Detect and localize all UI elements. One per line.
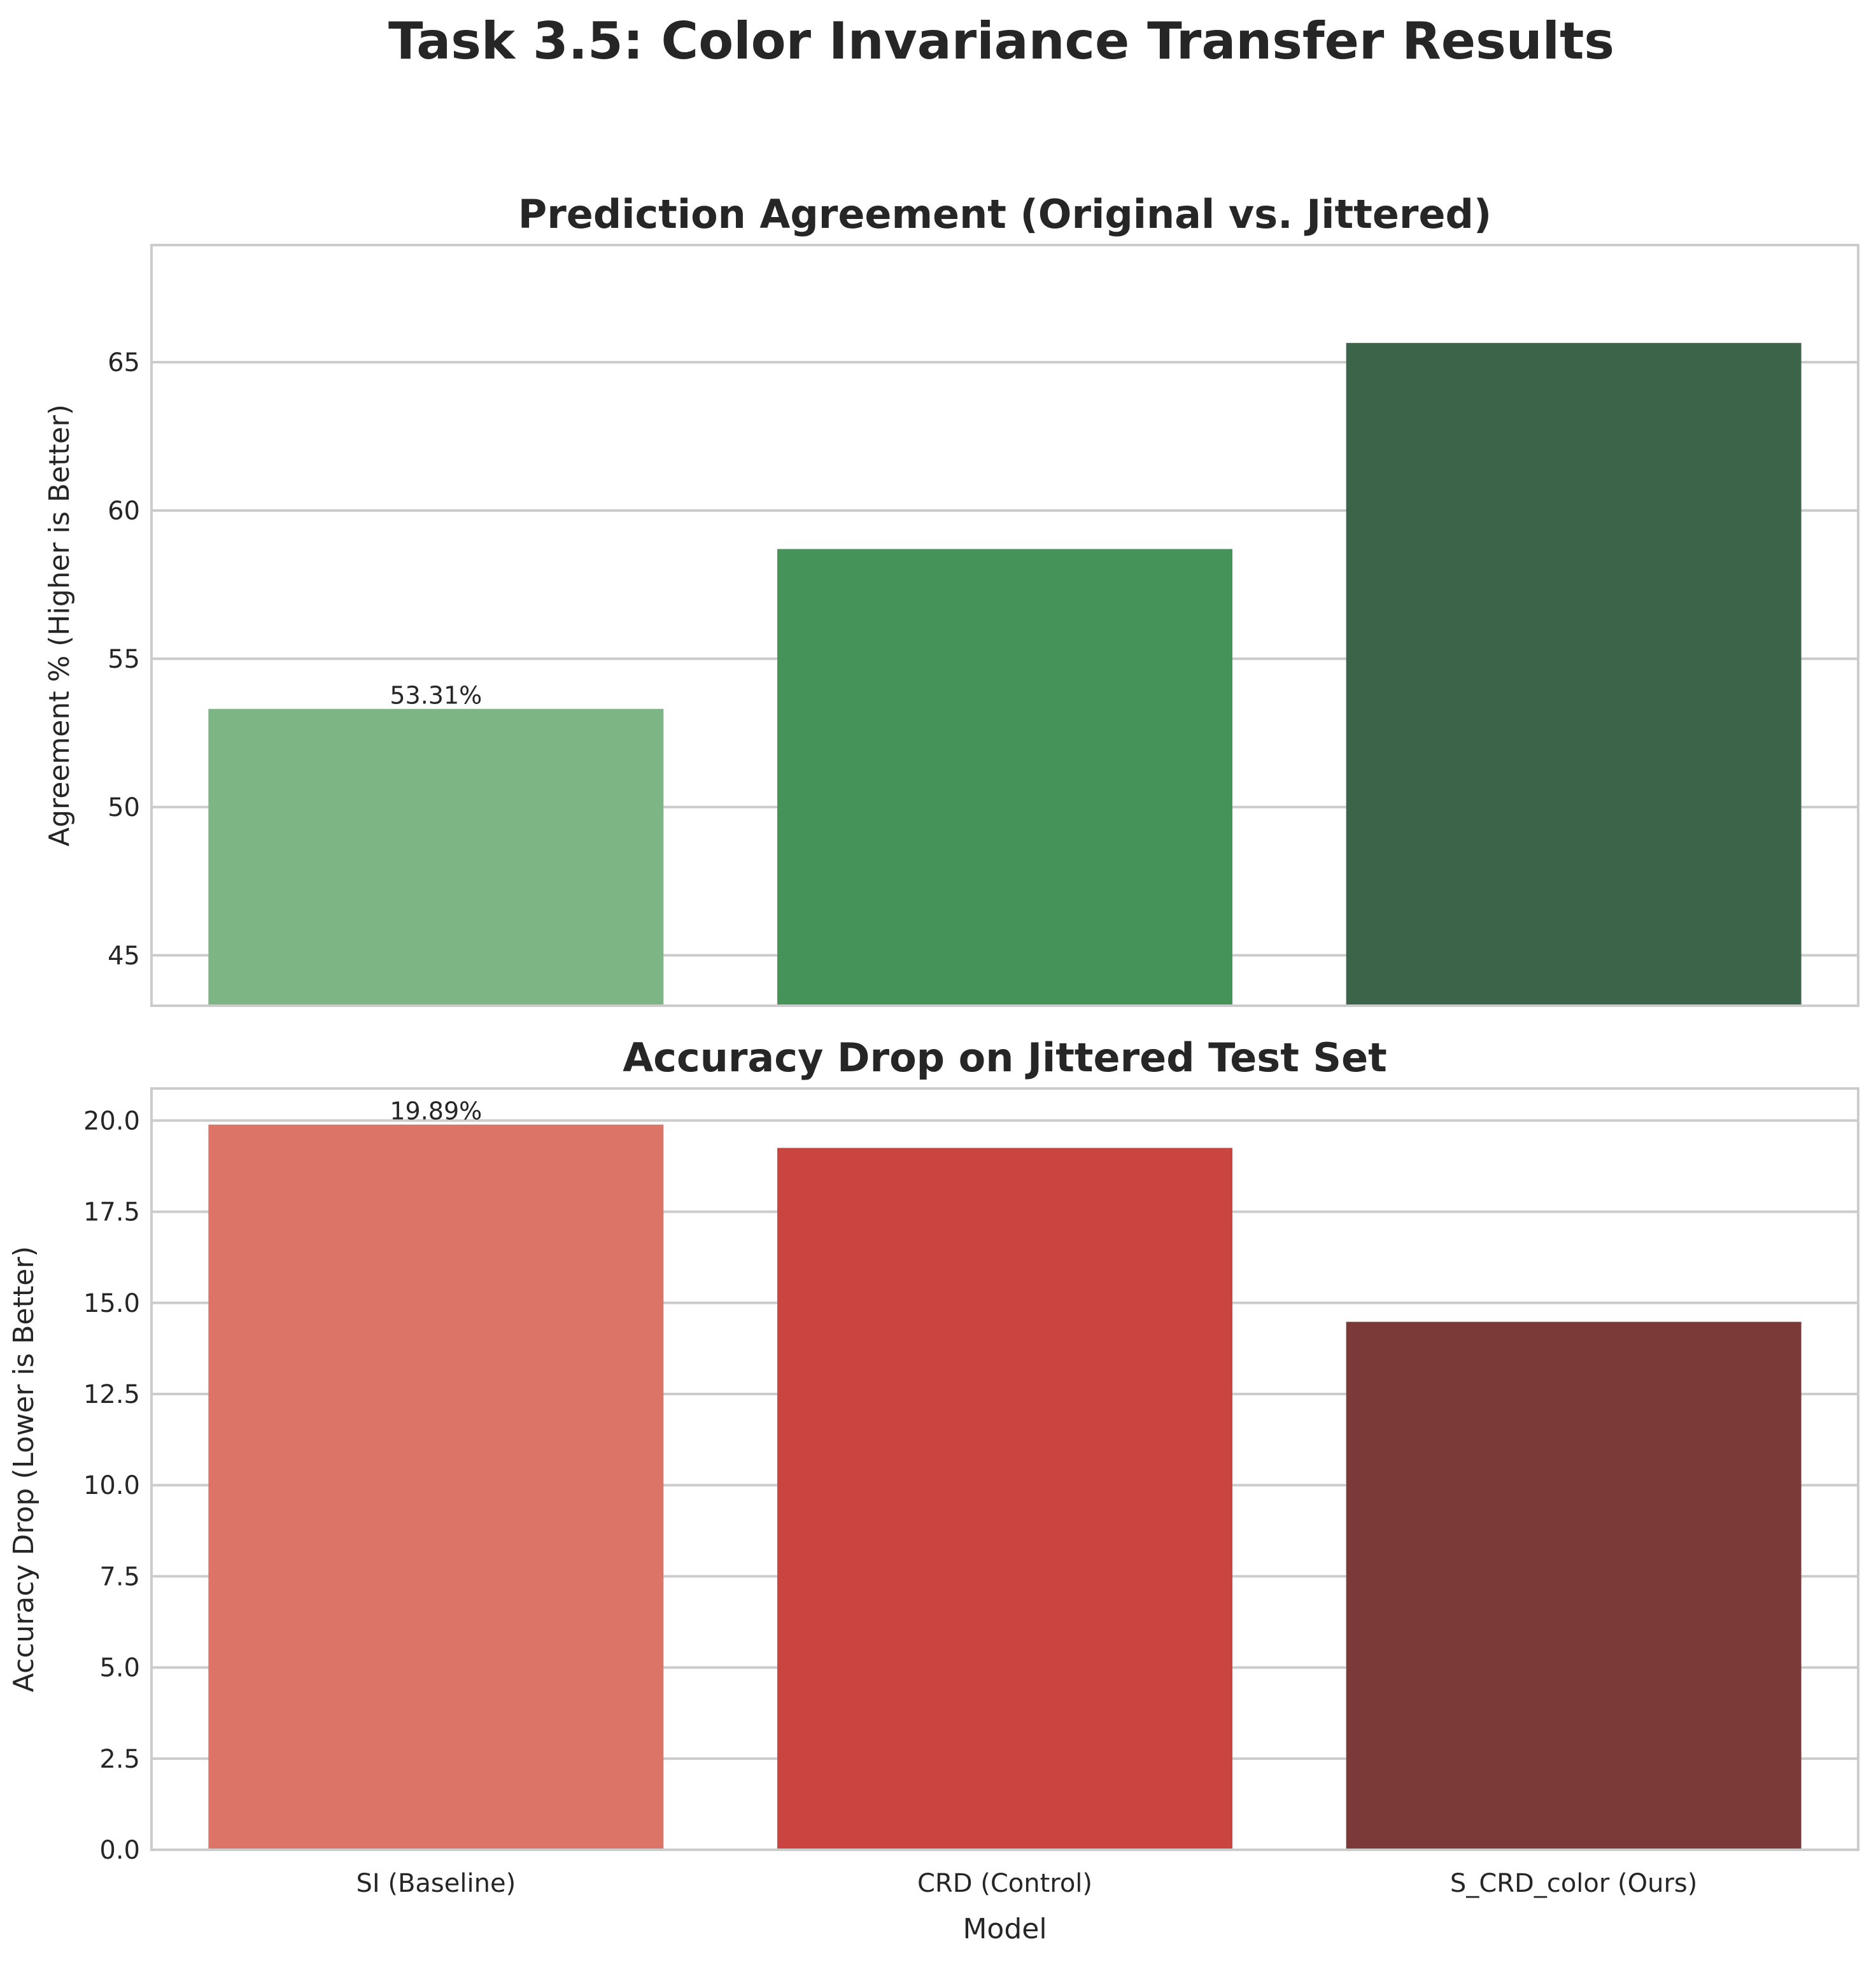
chart-panel-1 <box>150 244 1859 1007</box>
y-tick-label: 55 <box>108 645 140 674</box>
y-tick-label: 12.5 <box>83 1380 140 1409</box>
x-tick-label: S_CRD_color (Ours) <box>1450 1869 1697 1898</box>
x-tick-label: CRD (Control) <box>917 1869 1092 1898</box>
y-tick-label: 65 <box>108 348 140 377</box>
y-tick-label: 7.5 <box>99 1562 140 1591</box>
chart-title: Accuracy Drop on Jittered Test Set <box>623 1034 1387 1081</box>
y-tick-label: 15.0 <box>83 1289 140 1318</box>
bar-s-crd-color-ours <box>1346 342 1802 1006</box>
y-axis-label: Accuracy Drop (Lower is Better) <box>8 1246 40 1693</box>
x-axis-label: Model <box>963 1913 1047 1945</box>
bar-value-label: 53.31% <box>390 682 482 710</box>
y-tick-label: 60 <box>108 497 140 526</box>
bar-si-baseline <box>208 1124 664 1850</box>
bar-si-baseline <box>208 708 664 1006</box>
bar-crd-control <box>777 1148 1232 1850</box>
y-tick-label: 0.0 <box>99 1836 140 1865</box>
y-tick-label: 45 <box>108 941 140 971</box>
chart-panel-2 <box>150 1087 1859 1851</box>
plot-frame <box>150 244 1859 1007</box>
x-tick-label: SI (Baseline) <box>356 1869 516 1898</box>
y-tick-label: 10.0 <box>83 1471 140 1500</box>
y-tick-label: 5.0 <box>99 1654 140 1683</box>
y-tick-label: 17.5 <box>83 1198 140 1227</box>
bar-crd-control <box>777 549 1232 1006</box>
chart-title: Prediction Agreement (Original vs. Jitte… <box>518 191 1492 237</box>
y-axis-label: Agreement % (Higher is Better) <box>43 404 76 847</box>
bar-value-label: 19.89% <box>390 1097 482 1125</box>
figure-title: Task 3.5: Color Invariance Transfer Resu… <box>388 11 1614 71</box>
y-tick-label: 50 <box>108 793 140 822</box>
y-tick-label: 2.5 <box>99 1745 140 1774</box>
bar-s-crd-color-ours <box>1346 1321 1802 1850</box>
y-tick-label: 20.0 <box>83 1106 140 1136</box>
plot-frame <box>150 1087 1859 1851</box>
